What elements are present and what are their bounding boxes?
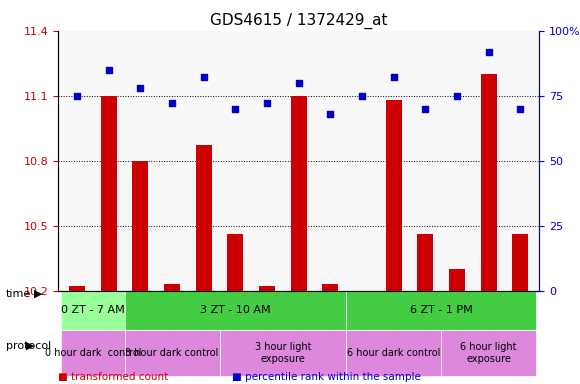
Text: ▶: ▶	[34, 289, 42, 299]
FancyBboxPatch shape	[61, 291, 125, 329]
Bar	[196, 146, 212, 291]
Bar	[132, 161, 148, 291]
Point	[294, 79, 303, 86]
FancyBboxPatch shape	[346, 291, 536, 329]
Point	[389, 74, 398, 81]
FancyBboxPatch shape	[346, 329, 441, 376]
Point	[420, 106, 430, 112]
Bar	[164, 284, 180, 291]
Bar	[418, 234, 433, 291]
Bar	[259, 286, 275, 291]
Bar	[449, 269, 465, 291]
FancyBboxPatch shape	[125, 291, 346, 329]
Text: 6 hour light
exposure: 6 hour light exposure	[461, 342, 517, 364]
Point	[484, 48, 494, 55]
Point	[136, 85, 145, 91]
Text: ■ transformed count: ■ transformed count	[58, 372, 168, 382]
Text: time: time	[6, 289, 31, 299]
Text: 0 ZT - 7 AM: 0 ZT - 7 AM	[61, 305, 125, 315]
Point	[326, 111, 335, 117]
Bar	[481, 74, 496, 291]
Bar	[69, 286, 85, 291]
Point	[516, 106, 525, 112]
Bar	[291, 96, 307, 291]
Bar	[227, 234, 243, 291]
Text: 0 hour dark  control: 0 hour dark control	[45, 348, 141, 358]
Point	[72, 93, 82, 99]
Bar	[101, 96, 117, 291]
Bar	[322, 284, 338, 291]
Text: 3 hour dark control: 3 hour dark control	[125, 348, 219, 358]
Text: 6 hour dark control: 6 hour dark control	[347, 348, 440, 358]
FancyBboxPatch shape	[219, 329, 346, 376]
FancyBboxPatch shape	[61, 329, 125, 376]
Bar	[513, 234, 528, 291]
Bar	[386, 100, 401, 291]
Point	[104, 67, 113, 73]
FancyBboxPatch shape	[441, 329, 536, 376]
Bar	[354, 291, 370, 295]
Point	[231, 106, 240, 112]
Text: protocol: protocol	[6, 341, 51, 351]
Point	[168, 100, 177, 106]
Point	[357, 93, 367, 99]
Text: ▶: ▶	[26, 341, 34, 351]
Point	[262, 100, 271, 106]
Point	[199, 74, 208, 81]
Point	[452, 93, 462, 99]
Title: GDS4615 / 1372429_at: GDS4615 / 1372429_at	[210, 13, 387, 29]
Text: 6 ZT - 1 PM: 6 ZT - 1 PM	[410, 305, 473, 315]
FancyBboxPatch shape	[125, 329, 219, 376]
Text: ■ percentile rank within the sample: ■ percentile rank within the sample	[232, 372, 421, 382]
Text: 3 ZT - 10 AM: 3 ZT - 10 AM	[200, 305, 271, 315]
Text: 3 hour light
exposure: 3 hour light exposure	[255, 342, 311, 364]
